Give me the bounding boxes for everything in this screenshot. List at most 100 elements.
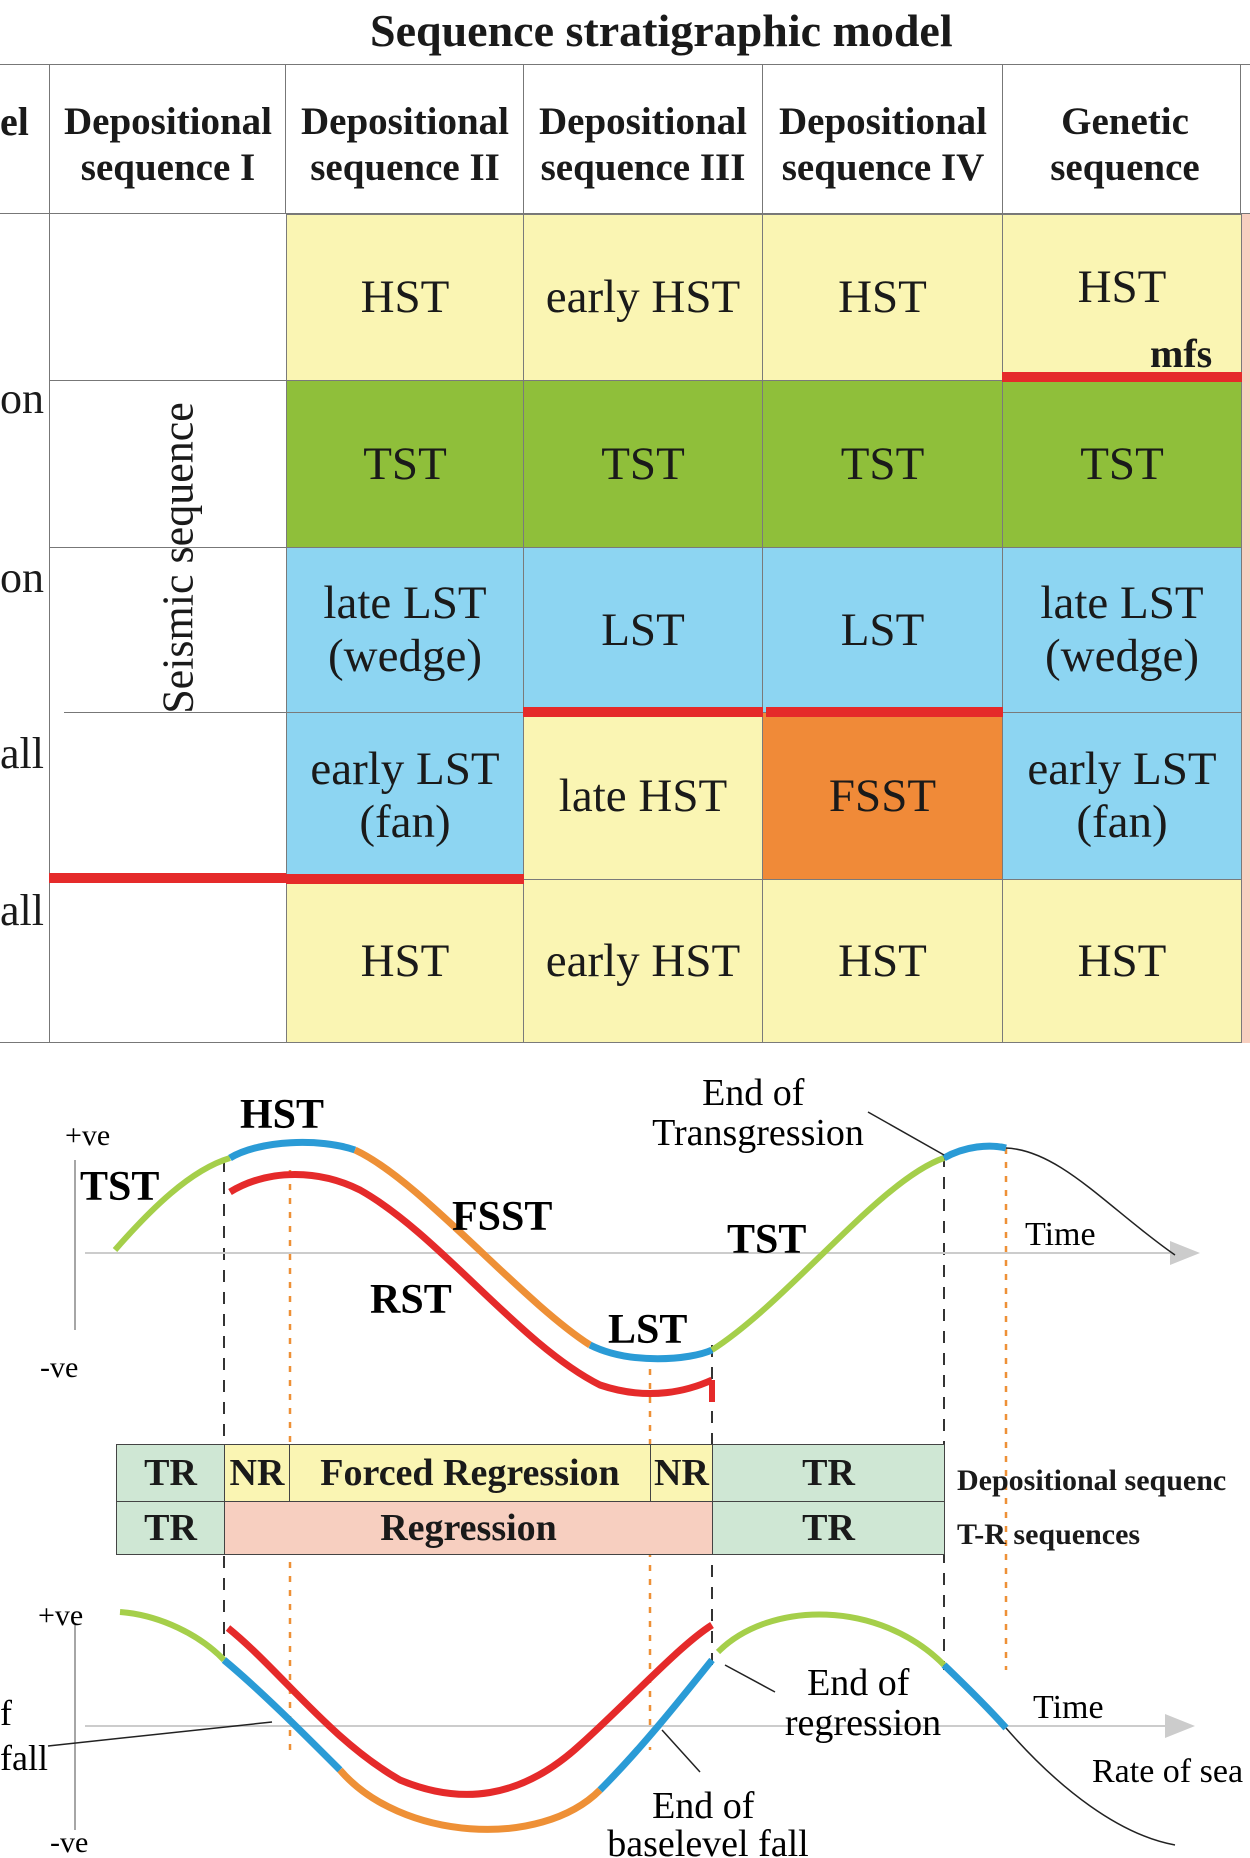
grid-line-col-2 [523,64,524,214]
curve2-blue-right [597,1657,715,1793]
cell-r5-iv: HST [762,879,1003,1043]
cell-r1-iv: HST [762,214,1003,381]
grid-line-col-5 [1240,64,1241,214]
band2-tr-right: TR [712,1501,945,1555]
header-underline [0,213,1250,214]
right-edge-strip [1242,214,1250,1043]
band2-regression: Regression [224,1501,713,1555]
cell-r5-iii: early HST [523,879,763,1043]
clipped-label-2: on [0,553,44,602]
curve1-hst-cap [228,1138,357,1162]
cell-r1-ii: HST [286,214,524,381]
curve1-annotation: End of Transgression [652,1072,864,1154]
grid-line-col-3 [762,64,763,214]
curve1-label-rst: RST [370,1277,452,1323]
curve1-annotation-leader [867,1111,945,1156]
curve1-annotation-line-1: End of [702,1072,805,1114]
curve1-label-lst: LST [608,1307,687,1353]
curve2-time-label: Time [1033,1689,1104,1726]
boundary-row4-iv [766,707,1003,717]
curve1-tst-left [112,1155,231,1252]
curve2-decline [1005,1727,1176,1846]
curve2-green-hump [715,1611,947,1668]
boundary-seq-i [49,873,286,883]
col1-separator-3 [64,712,286,713]
curve1-tst-right [710,1155,945,1353]
col1-separator-2 [49,547,286,548]
mfs-label: mfs [1150,331,1213,376]
curve2-neg-label: -ve [50,1826,88,1858]
clipped-label-1: on [0,374,44,423]
cell-r4-iv: FSST [762,712,1003,880]
curve2-annotation-2-line-1: End of [652,1785,755,1827]
cell-r5-ii: HST [286,879,524,1043]
curve2-annotation-1-line-2: regression [785,1702,941,1744]
curve1-label-hst: HST [240,1092,324,1138]
curve1-lst [588,1341,714,1363]
cell-r3-ii: late LST (wedge) [286,547,524,713]
curve1-neg-label: -ve [40,1351,78,1384]
curve1-label-tst-right: TST [727,1217,806,1263]
curve2-annotation-2: End of baselevel fall [607,1785,809,1858]
curve1-hst-right [942,1142,1007,1162]
boundary-row4-iii [523,707,763,717]
curve2-annotation-2-line-2: baselevel fall [607,1823,809,1858]
curve1-time-arrow [1170,1241,1200,1265]
col1-separator-1 [49,380,286,381]
curve1-fsst [353,1146,592,1348]
cell-r1-iii: early HST [523,214,763,381]
curve2-green-left [119,1609,227,1663]
boundary-mfs [1002,372,1242,382]
curve2-annotation-1-line-1: End of [807,1662,910,1704]
cell-r2-iii: TST [523,380,763,548]
curve1-label-tst-left: TST [80,1164,159,1210]
cell-r3-genetic: late LST (wedge) [1002,547,1242,713]
boundary-seq-ii [286,874,524,884]
curve2-time-arrow [1165,1714,1195,1738]
band1-side-label: Depositional sequenc [957,1464,1227,1497]
curve2-leader-regression [724,1664,776,1693]
band1-tr-left: TR [116,1444,225,1502]
curve2-blue-left [221,1657,343,1773]
column-header-genetic: Genetic sequence [1050,99,1200,189]
title-underline [0,64,1250,65]
cell-r4-ii: early LST (fan) [286,712,524,880]
cell-r2-ii: TST [286,380,524,548]
curve1-rst [228,1171,714,1398]
curve2-orange-bottom [337,1767,603,1833]
band1-nr-right: NR [650,1444,713,1502]
grid-line-col-4 [1002,64,1003,214]
cell-r2-iv: TST [762,380,1003,548]
grid-line-col-1 [285,64,286,214]
curve2-left-label-1: f [0,1693,12,1733]
curve1-annotation-line-2: Transgression [652,1112,864,1154]
grid-line-col-0 [49,64,50,1042]
cell-r5-genetic: HST [1002,879,1242,1043]
column-header-depositional-iii: Depositional sequence III [538,99,748,189]
curve2-blue-end [941,1662,1009,1731]
curve2-leader-baselevel [661,1729,701,1773]
column-header-depositional-ii: Depositional sequence II [300,99,510,189]
column-header-depositional-i: Depositional sequence I [63,99,273,189]
column-header-depositional-iv: Depositional sequence IV [778,99,988,189]
curve2-pos-label: +ve [38,1599,83,1632]
band1-tr-right: TR [712,1444,945,1502]
band2-side-label: T-R sequences [957,1518,1141,1551]
diagram-title: Sequence stratigraphic model [370,5,953,56]
band1-forced-regression: Forced Regression [289,1444,651,1502]
clipped-label-header: el [0,99,29,144]
curve1-label-fsst: FSST [452,1194,552,1240]
clipped-label-4: all [0,886,44,935]
curve1-pos-label: +ve [65,1119,110,1152]
curve1-decline [1005,1147,1176,1256]
cell-r1-genetic: HST [1002,214,1242,381]
curve2-red [225,1622,714,1798]
cell-r2-genetic: TST [1002,380,1242,548]
band1-nr-left: NR [224,1444,290,1502]
band2-tr-left: TR [116,1501,225,1555]
curve2-rate-label: Rate of sea [1092,1753,1243,1790]
clipped-label-3: all [0,729,44,778]
curve2-left-label-2: fall [0,1738,48,1778]
